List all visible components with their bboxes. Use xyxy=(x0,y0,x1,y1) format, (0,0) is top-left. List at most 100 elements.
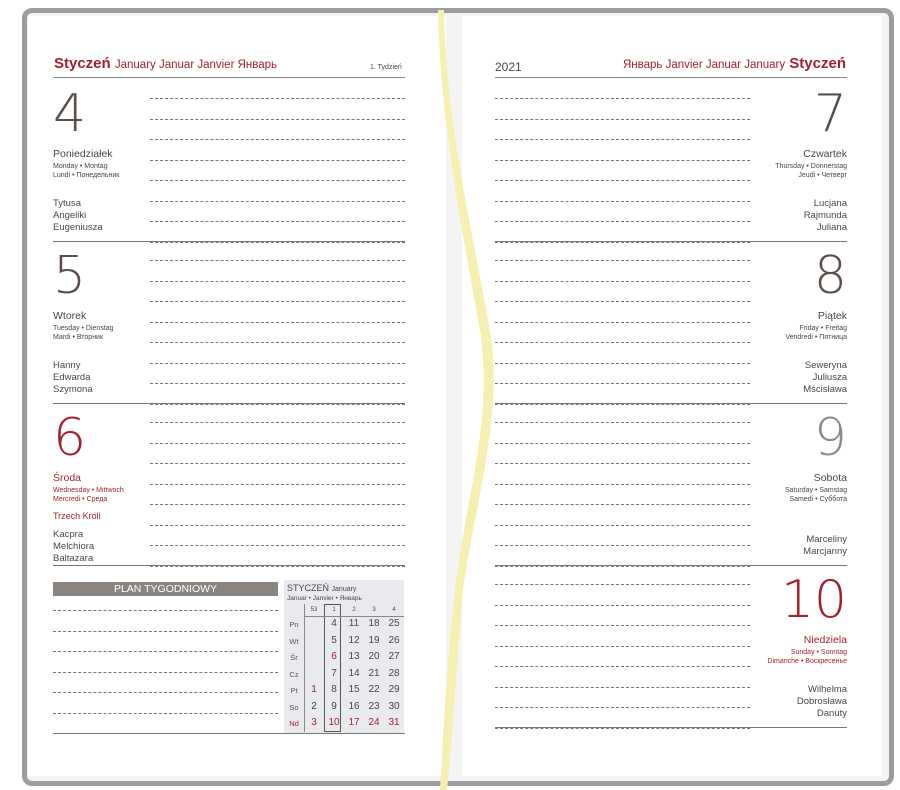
writing-line xyxy=(495,280,750,282)
writing-line xyxy=(495,301,750,302)
name-day: Kacpra xyxy=(53,529,84,540)
day-translation: Thursday • Donnerstag xyxy=(775,163,847,170)
mini-calendar: STYCZEŃ January Januar • Janvier • Январ… xyxy=(284,580,404,734)
plan-line xyxy=(53,671,278,673)
calendar-date: 12 xyxy=(348,634,360,646)
day-block: 6 Środa Wednesday • Mittwoch Mercredi • Сре… xyxy=(53,404,405,564)
day-block: 9 Sobota Saturday • Samstag Samedi • Суббот… xyxy=(495,404,847,564)
calendar-date: 1 xyxy=(311,684,317,695)
writing-line xyxy=(495,241,750,243)
writing-line xyxy=(495,625,750,626)
bottom-rule xyxy=(53,733,405,734)
name-day: Danuty xyxy=(816,708,847,719)
day-divider xyxy=(495,403,847,404)
month-title: Styczeń xyxy=(54,55,111,72)
name-day: Angeliki xyxy=(53,210,87,221)
day-block: 10 Niedziela Sunday • Sonntag Dimanche • Во… xyxy=(495,566,847,726)
mini-calendar-month: STYCZEŃ xyxy=(287,583,330,593)
calendar-date: 23 xyxy=(368,700,380,712)
writing-line xyxy=(495,321,750,323)
weekday-label: Nd xyxy=(289,719,299,728)
week-number: 1 xyxy=(332,607,336,613)
calendar-date: 14 xyxy=(348,667,360,679)
day-name: Wtorek xyxy=(53,310,87,322)
writing-line xyxy=(495,727,750,729)
writing-line xyxy=(150,483,405,485)
writing-line xyxy=(150,159,405,161)
name-day: Marcjanny xyxy=(803,546,847,557)
weekday-label: So xyxy=(289,702,299,712)
writing-line xyxy=(150,139,405,140)
day-divider xyxy=(53,403,405,404)
name-day: Wilhelma xyxy=(807,684,847,695)
calendar-date: 11 xyxy=(348,618,360,629)
day-block: 4 Poniedziałek Monday • Montag Lundi • Поне… xyxy=(53,80,405,240)
left-header: Styczeń January Januar Janvier Январь xyxy=(54,55,277,72)
writing-line xyxy=(150,280,405,282)
plan-line xyxy=(53,692,278,693)
writing-line xyxy=(150,180,405,181)
name-day: Eugeniusza xyxy=(53,222,103,233)
day-translation: Vendredi • Пятница xyxy=(785,334,847,341)
writing-line xyxy=(495,200,750,202)
weekday-label: Śr xyxy=(290,653,298,662)
calendar-date: 15 xyxy=(348,684,360,695)
plan-line xyxy=(53,712,278,714)
day-number: 8 xyxy=(813,246,847,306)
day-name: Środa xyxy=(53,472,82,484)
calendar-date: 31 xyxy=(388,717,400,728)
writing-line xyxy=(495,545,750,546)
week-number: 2 xyxy=(352,607,356,613)
calendar-date: 4 xyxy=(331,618,337,629)
writing-line xyxy=(495,463,750,464)
writing-line xyxy=(495,584,750,585)
day-translation: Monday • Montag xyxy=(53,163,108,170)
day-name: Niedziela xyxy=(803,634,847,646)
calendar-date: 13 xyxy=(348,651,360,662)
writing-line xyxy=(150,422,405,423)
writing-line xyxy=(495,442,750,444)
month-translations: Январь Janvier Januar January xyxy=(622,59,786,71)
calendar-date: 19 xyxy=(368,634,380,646)
calendar-date: 8 xyxy=(331,684,337,695)
name-day: Juliusza xyxy=(812,372,847,383)
day-divider xyxy=(495,241,847,242)
writing-line xyxy=(495,159,750,161)
day-name: Czwartek xyxy=(803,148,847,160)
calendar-date: 29 xyxy=(388,684,400,695)
writing-line xyxy=(495,403,750,405)
day-translation: Mardi • Вторник xyxy=(53,334,104,341)
day-block: 5 Wtorek Tuesday • Dienstag Mardi • Вторник… xyxy=(53,242,405,402)
day-translation: Wednesday • Mittwoch xyxy=(53,487,124,494)
name-day: Szymona xyxy=(53,384,93,395)
day-translation: Friday • Freitag xyxy=(799,325,847,332)
writing-line xyxy=(150,565,405,567)
calendar-date: 10 xyxy=(328,717,340,728)
writing-line xyxy=(150,403,405,405)
name-day: Rajmunda xyxy=(803,210,847,221)
writing-line xyxy=(150,118,405,120)
mini-calendar-subtitle: Januar • Janvier • Январь xyxy=(287,595,362,602)
day-divider xyxy=(495,727,847,728)
day-number: 5 xyxy=(53,246,87,306)
calendar-date: 25 xyxy=(388,618,400,629)
calendar-date: 5 xyxy=(331,634,337,646)
name-day: Dobrosława xyxy=(796,696,847,707)
name-day: Marceliny xyxy=(806,534,847,545)
day-translation: Sunday • Sonntag xyxy=(790,649,847,656)
week-number: 3 xyxy=(372,607,376,613)
header-rule xyxy=(53,77,405,78)
day-name: Sobota xyxy=(813,472,847,484)
day-translation: Samedi • Суббота xyxy=(789,496,848,503)
name-day: Hanny xyxy=(53,360,81,371)
writing-line xyxy=(495,342,750,343)
writing-line xyxy=(150,524,405,526)
writing-line xyxy=(150,463,405,464)
day-divider xyxy=(495,565,847,566)
name-day: Lucjana xyxy=(813,198,847,209)
calendar-date: 30 xyxy=(388,700,400,712)
writing-line xyxy=(495,383,750,384)
month-title: Styczeń xyxy=(789,55,846,72)
day-divider xyxy=(53,241,405,242)
calendar-date: 9 xyxy=(331,700,337,712)
